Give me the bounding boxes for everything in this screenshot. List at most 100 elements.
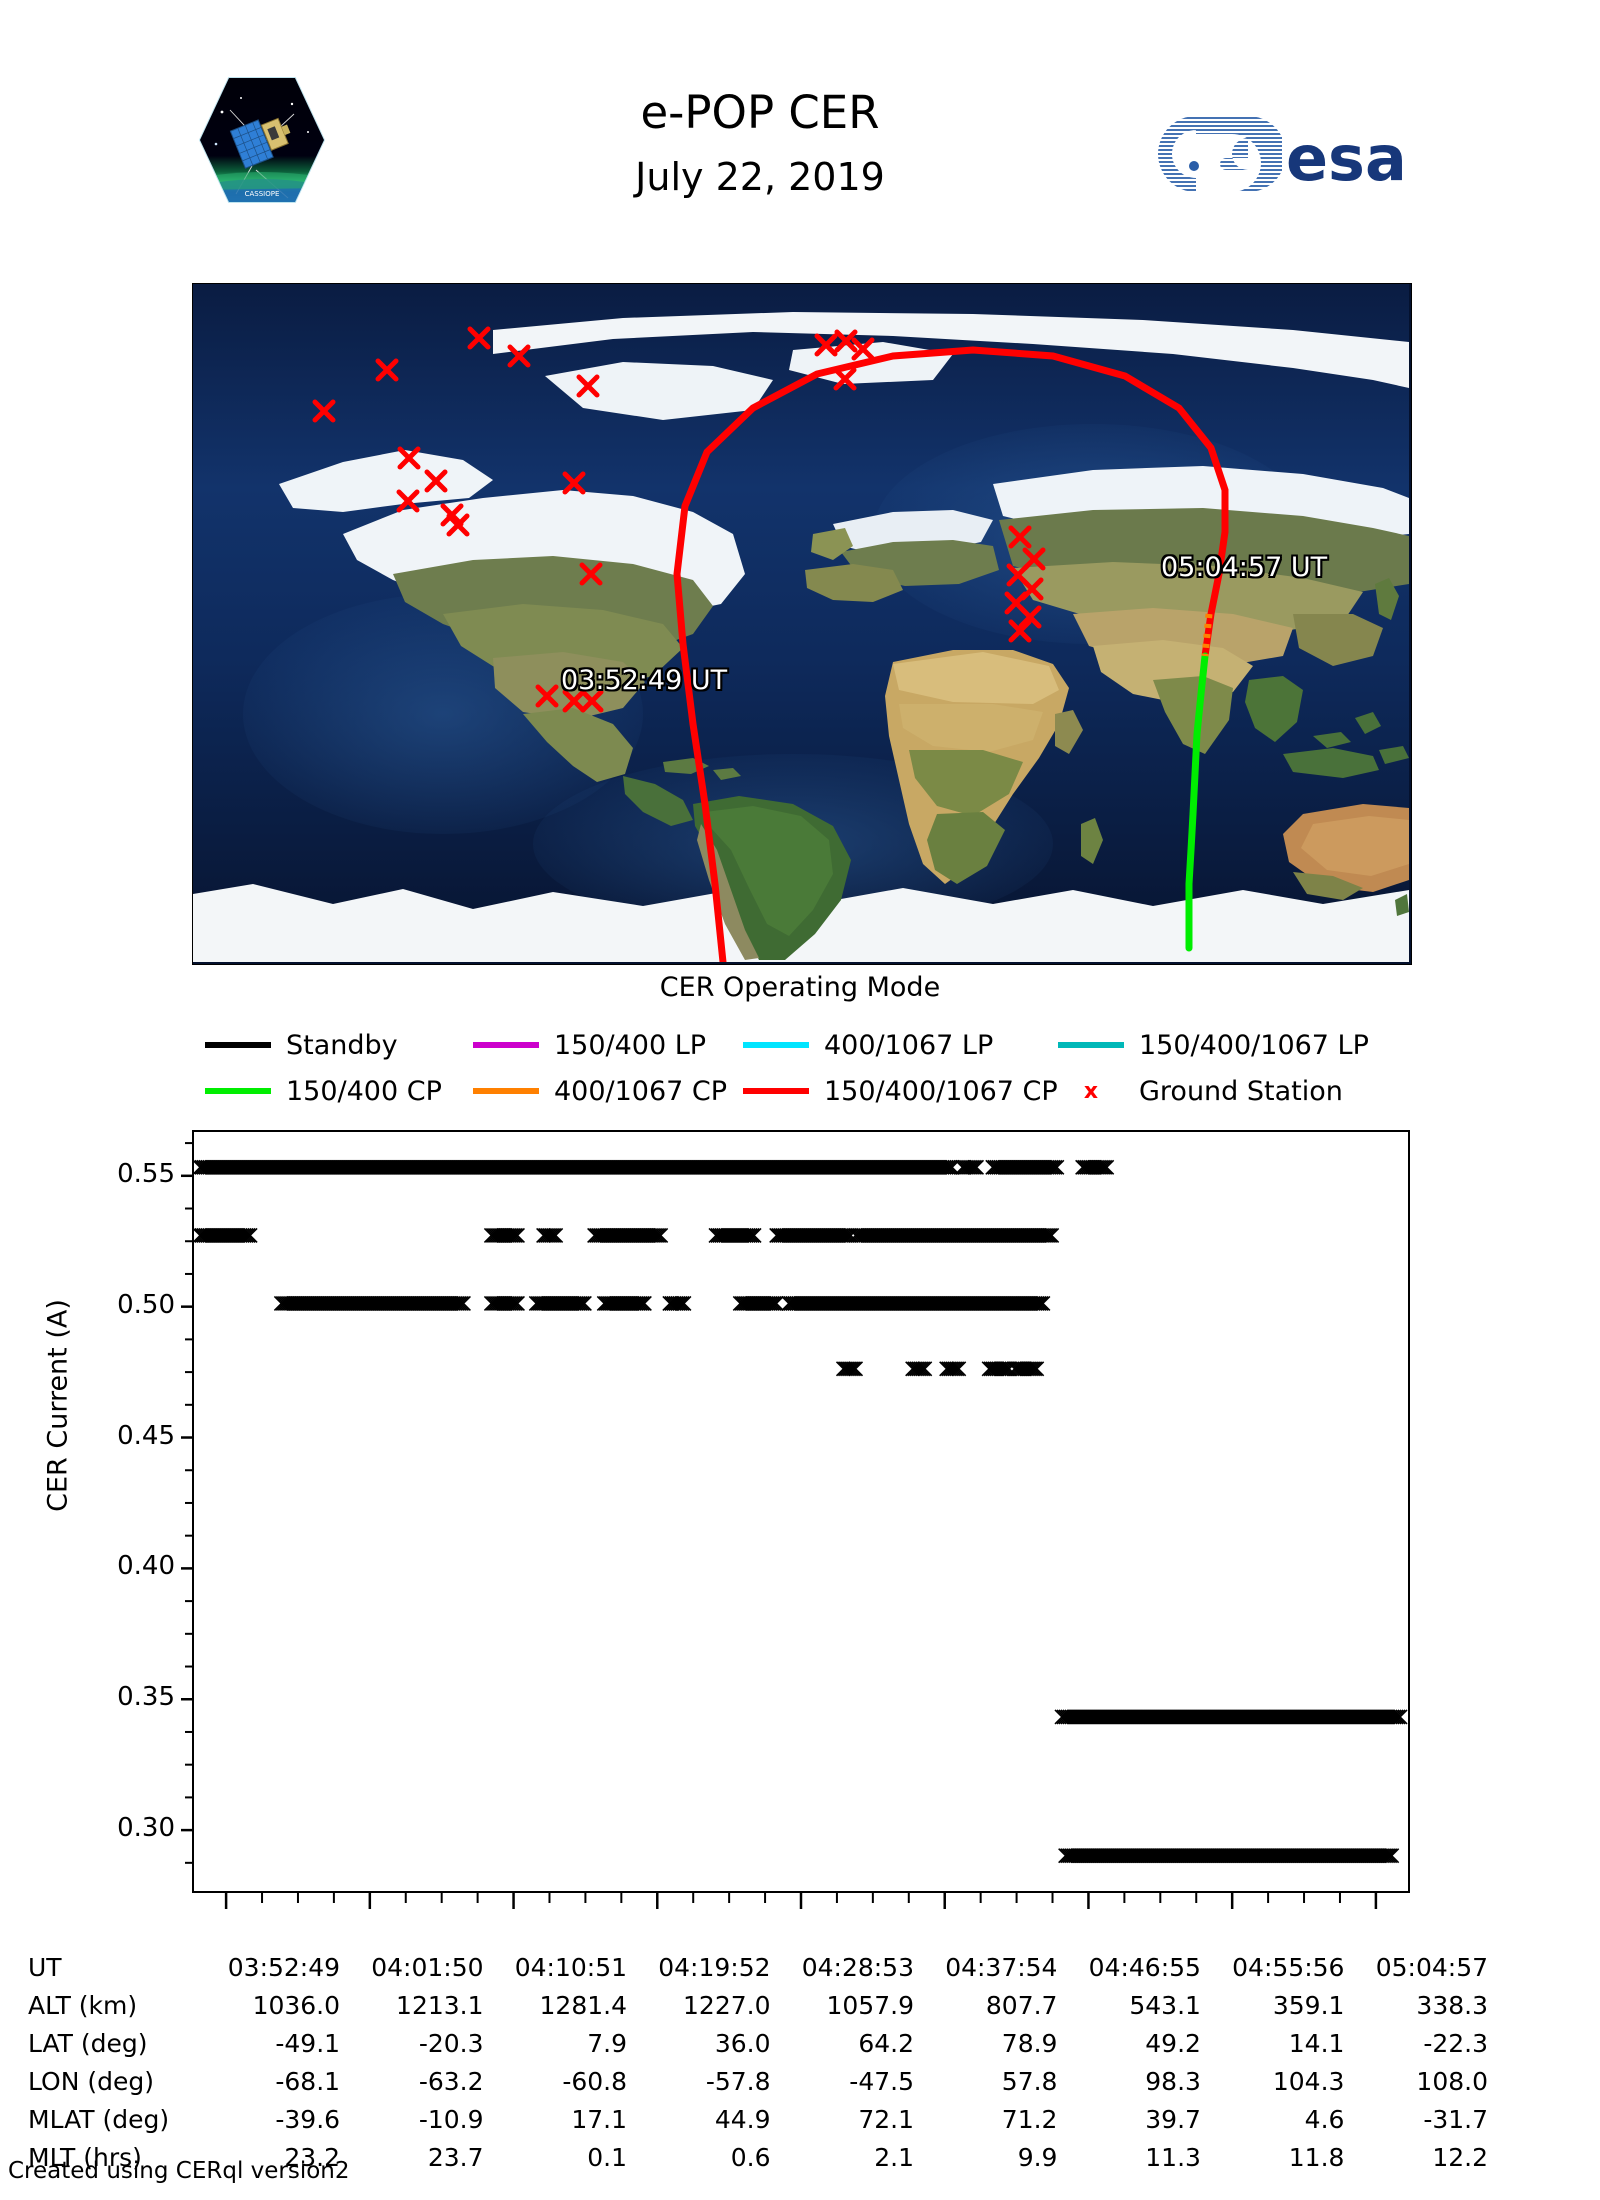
table-cell: -39.6 — [275, 2104, 341, 2134]
table-cell: 36.0 — [714, 2028, 771, 2058]
legend-item-150-400-1067-cp[interactable]: 150/400/1067 CP — [743, 1076, 1058, 1107]
table-cell: 11.3 — [1145, 2142, 1201, 2172]
table-cell: 12.2 — [1432, 2142, 1488, 2172]
esa-logo-icon: esa — [1152, 112, 1422, 195]
table-row-label: UT — [28, 1952, 62, 1982]
table-row-label: LON (deg) — [28, 2066, 154, 2096]
scatter-series-level-0.554 — [194, 1159, 1115, 1175]
table-cell: 44.9 — [714, 2104, 771, 2134]
legend-item-standby[interactable]: Standby — [205, 1030, 473, 1061]
table-cell: 0.6 — [730, 2142, 771, 2172]
legend-swatch-150-400-1067-cp — [743, 1088, 809, 1094]
table-cell: 49.2 — [1145, 2028, 1201, 2058]
legend-row-2: 150/400 CP 400/1067 CP 150/400/1067 CP x… — [205, 1068, 1435, 1114]
world-map-graphic — [193, 284, 1409, 962]
y-tick-label: 0.50 — [117, 1289, 175, 1320]
table-row: ALT (km) 1036.0 1213.1 1281.4 1227.0 1057.9 80… — [28, 1986, 1488, 2024]
page-header: CASSIOPE e-POP CER July 22, 2019 — [0, 0, 1600, 270]
table-cell: 39.7 — [1145, 2104, 1201, 2134]
table-cell: -10.9 — [418, 2104, 484, 2134]
table-row: MLAT (deg) -39.6 -10.9 17.1 44.9 72.1 71.2 39.7… — [28, 2100, 1488, 2138]
table-cell: -57.8 — [705, 2066, 771, 2096]
legend-swatch-150-400-cp — [205, 1088, 271, 1094]
legend-label-150-400-cp: 150/400 CP — [286, 1075, 442, 1107]
y-tick-label: 0.40 — [117, 1551, 175, 1582]
legend-item-150-400-1067-lp[interactable]: 150/400/1067 LP — [1058, 1030, 1369, 1061]
table-cell: 1036.0 — [252, 1990, 341, 2020]
legend-swatch-400-1067-lp — [743, 1042, 809, 1048]
y-tick-label: 0.45 — [117, 1420, 175, 1451]
table-cell: -31.7 — [1423, 2104, 1488, 2134]
table-cell: 7.9 — [587, 2028, 628, 2058]
legend-item-150-400-lp[interactable]: 150/400 LP — [473, 1030, 743, 1061]
table-cell: 4.6 — [1304, 2104, 1345, 2134]
scatter-series-level-0.502 — [273, 1295, 1051, 1311]
table-cell: 04:37:54 — [945, 1952, 1058, 1982]
legend-label-400-1067-cp: 400/1067 CP — [554, 1075, 728, 1107]
table-cell: -63.2 — [418, 2066, 484, 2096]
table-cell: 14.1 — [1288, 2028, 1345, 2058]
table-row-label: LAT (deg) — [28, 2028, 148, 2058]
page-date: July 22, 2019 — [635, 155, 885, 199]
table-row: MLT (hrs) 23.2 23.7 0.1 0.6 2.1 9.9 11.3 11.8 12.… — [28, 2138, 1488, 2176]
y-tick-label: 0.55 — [117, 1158, 175, 1189]
legend-swatch-150-400-1067-lp — [1058, 1042, 1124, 1048]
legend-item-150-400-cp[interactable]: 150/400 CP — [205, 1076, 473, 1107]
footer-credit: Created using CERql version2 — [8, 2158, 350, 2184]
legend-swatch-standby — [205, 1042, 271, 1048]
y-tick-label: 0.35 — [117, 1682, 175, 1713]
table-row-label: ALT (km) — [28, 1990, 138, 2020]
table-cell: -60.8 — [562, 2066, 628, 2096]
cer-current-scatter-plot — [192, 1130, 1410, 1893]
table-row-label: MLAT (deg) — [28, 2104, 170, 2134]
table-cell: -20.3 — [418, 2028, 484, 2058]
world-map-panel: 03:52:49 UT 05:04:57 UT — [192, 283, 1412, 965]
scatter-series-level-0.477 — [835, 1361, 1045, 1377]
title-block: e-POP CER July 22, 2019 — [400, 90, 1120, 199]
table-cell: 23.2 — [284, 2142, 341, 2172]
table-cell: 04:10:51 — [514, 1952, 628, 1982]
table-row-label: MLT (hrs) — [28, 2142, 142, 2172]
table-cell: 1227.0 — [683, 1990, 771, 2020]
legend-item-400-1067-lp[interactable]: 400/1067 LP — [743, 1030, 1058, 1061]
axis-tick-marks — [181, 1142, 1378, 1909]
legend-swatch-150-400-lp — [473, 1042, 539, 1048]
ground-station-marker-icon: x — [1083, 1078, 1099, 1104]
scatter-data-layer — [194, 1159, 1408, 1864]
scatter-series-level-0.528 — [194, 1227, 1060, 1243]
table-cell: 04:46:55 — [1088, 1952, 1201, 1982]
table-cell: 98.3 — [1145, 2066, 1201, 2096]
table-cell: -49.1 — [275, 2028, 341, 2058]
ground-station-markers — [312, 326, 1046, 713]
scatter-series-level-0.291 — [1058, 1848, 1400, 1864]
table-cell: 338.3 — [1416, 1990, 1488, 2020]
legend-label-150-400-1067-lp: 150/400/1067 LP — [1139, 1029, 1369, 1061]
esa-wordmark: esa — [1286, 122, 1407, 194]
legend-item-400-1067-cp[interactable]: 400/1067 CP — [473, 1076, 743, 1107]
legend-label-standby: Standby — [286, 1029, 398, 1061]
table-cell: 1281.4 — [539, 1990, 628, 2020]
legend-label-150-400-lp: 150/400 LP — [554, 1029, 707, 1061]
table-row: LON (deg) -68.1 -63.2 -60.8 -57.8 -47.5 57.8 98… — [28, 2062, 1488, 2100]
table-cell: 17.1 — [571, 2104, 628, 2134]
ephemeris-table: UT 03:52:49 04:01:50 04:10:51 04:19:52 04:28:… — [28, 1948, 1488, 2176]
table-cell: 1213.1 — [396, 1990, 484, 2020]
table-cell: 78.9 — [1001, 2028, 1058, 2058]
legend: Standby 150/400 LP 400/1067 LP 150/400/1… — [205, 1022, 1435, 1114]
page-title: e-POP CER — [640, 86, 880, 139]
legend-label-150-400-1067-cp: 150/400/1067 CP — [824, 1075, 1058, 1107]
table-cell: 9.9 — [1017, 2142, 1058, 2172]
table-cell: 2.1 — [874, 2142, 914, 2172]
table-cell: -47.5 — [849, 2066, 914, 2096]
scatter-series-level-0.344 — [1054, 1709, 1408, 1725]
legend-label-400-1067-lp: 400/1067 LP — [824, 1029, 994, 1061]
table-cell: 359.1 — [1272, 1990, 1345, 2020]
table-cell: 108.0 — [1416, 2066, 1488, 2096]
table-cell: 104.3 — [1272, 2066, 1345, 2096]
cassiope-logo-caption: CASSIOPE — [245, 190, 280, 198]
legend-label-ground-station: Ground Station — [1139, 1075, 1343, 1107]
cassiope-logo-icon: CASSIOPE — [196, 74, 328, 206]
table-cell: 0.1 — [587, 2142, 628, 2172]
legend-item-ground-station[interactable]: x Ground Station — [1058, 1076, 1343, 1107]
table-cell: 04:55:56 — [1232, 1952, 1345, 1982]
